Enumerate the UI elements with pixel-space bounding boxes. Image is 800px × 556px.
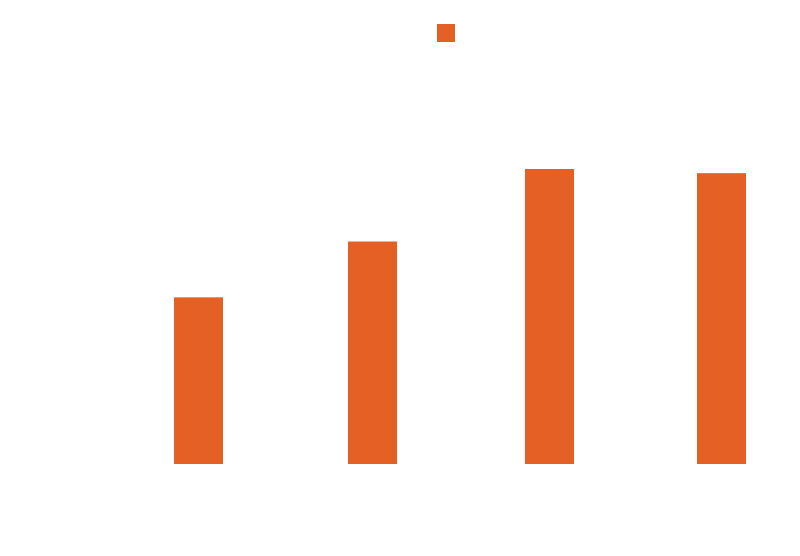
bar-3 xyxy=(525,169,574,464)
legend xyxy=(437,24,455,42)
bar-group xyxy=(174,169,746,464)
bar-2 xyxy=(348,241,397,464)
bar-4 xyxy=(697,173,746,464)
bar-1 xyxy=(174,297,223,464)
legend-swatch xyxy=(437,24,455,42)
